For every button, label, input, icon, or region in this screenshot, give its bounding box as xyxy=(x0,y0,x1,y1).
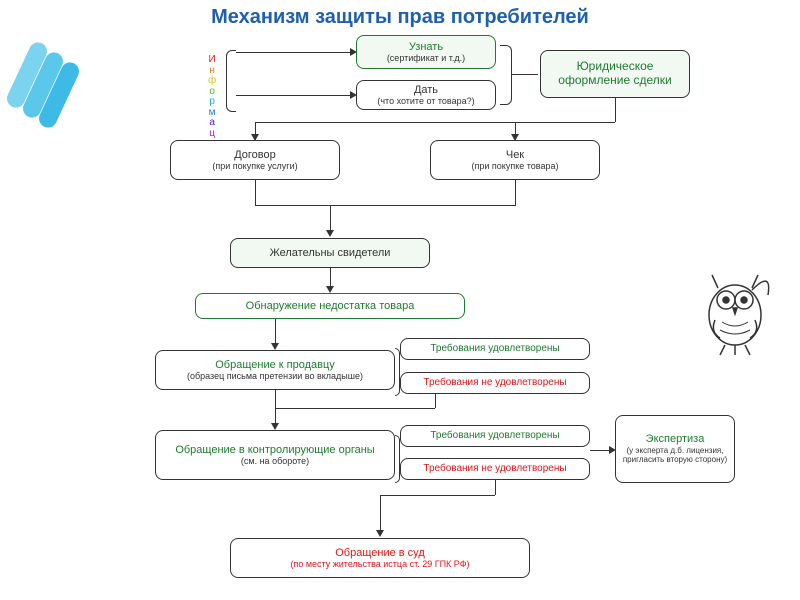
label: Чек xyxy=(506,149,524,162)
node-learn: Узнать(сертификат и т.д.) xyxy=(356,35,496,69)
label: Узнать xyxy=(409,41,443,54)
sublabel: (сертификат и т.д.) xyxy=(387,53,465,63)
connector xyxy=(380,495,495,496)
label: Договор xyxy=(234,149,276,162)
connector xyxy=(515,180,516,205)
connector xyxy=(275,408,435,409)
node-legal: Юридическое оформление сделки xyxy=(540,50,690,98)
arrow-icon xyxy=(326,230,334,237)
label: Требования удовлетворены xyxy=(430,430,559,442)
node-ok1: Требования удовлетворены xyxy=(400,338,590,360)
bracket-control xyxy=(395,435,400,483)
node-court: Обращение в суд(по месту жительства истц… xyxy=(230,538,530,578)
owl-illustration xyxy=(690,250,780,360)
connector xyxy=(512,74,538,75)
page-title: Механизм защиты прав потребителей xyxy=(0,6,800,29)
sublabel: (по месту жительства истца ст. 29 ГПК РФ… xyxy=(290,559,469,569)
arrow-icon xyxy=(326,286,334,293)
arrow-icon xyxy=(511,134,519,141)
arrow-icon xyxy=(376,530,384,537)
connector xyxy=(380,495,381,535)
node-witness: Желательны свидетели xyxy=(230,238,430,268)
connector xyxy=(615,98,616,122)
label: Требования удовлетворены xyxy=(430,343,559,355)
node-defect: Обнаружение недостатка товара xyxy=(195,293,465,319)
node-no1: Требования не удовлетворены xyxy=(400,372,590,394)
connector xyxy=(236,52,354,53)
connector xyxy=(255,180,256,205)
node-receipt: Чек(при покупке товара) xyxy=(430,140,600,180)
node-give: Дать(что хотите от товара?) xyxy=(356,80,496,110)
node-contract: Договор(при покупке услуги) xyxy=(170,140,340,180)
sublabel: (что хотите от товара?) xyxy=(377,96,474,106)
label: Дать xyxy=(414,84,438,97)
node-no2: Требования не удовлетворены xyxy=(400,458,590,480)
bracket-info-left xyxy=(226,50,236,112)
sublabel: (образец письма претензии во вкладыше) xyxy=(187,371,363,381)
connector xyxy=(495,480,496,495)
arrow-icon xyxy=(251,134,259,141)
label: Желательны свидетели xyxy=(270,247,391,260)
label: Обращение в суд xyxy=(335,547,424,560)
arrow-icon xyxy=(350,48,357,56)
node-control: Обращение в контролирующие органы(см. на… xyxy=(155,430,395,480)
connector xyxy=(236,95,354,96)
connector xyxy=(255,122,615,123)
label: Требования не удовлетворены xyxy=(423,377,566,389)
arrow-icon xyxy=(271,343,279,350)
node-ok2: Требования удовлетворены xyxy=(400,425,590,447)
label: Юридическое оформление сделки xyxy=(547,60,683,88)
label: Обращение к продавцу xyxy=(215,359,335,372)
arrow-icon xyxy=(271,423,279,430)
arrow-icon xyxy=(350,91,357,99)
label: Требования не удовлетворены xyxy=(423,463,566,475)
title-text: Механизм защиты прав потребителей xyxy=(211,6,589,28)
decor-pills xyxy=(18,40,78,140)
label: Обнаружение недостатка товара xyxy=(246,300,415,313)
connector xyxy=(255,205,516,206)
sublabel: (при покупке товара) xyxy=(472,161,559,171)
node-seller: Обращение к продавцу(образец письма прет… xyxy=(155,350,395,390)
label: Экспертиза xyxy=(646,433,705,446)
bracket-legal xyxy=(500,45,512,105)
node-expert: Экспертиза(у эксперта д.б. лицензия, при… xyxy=(615,415,735,483)
arrow-icon xyxy=(609,446,616,454)
sublabel: (при покупке услуги) xyxy=(212,161,297,171)
sublabel: (см. на обороте) xyxy=(241,456,309,466)
connector xyxy=(435,394,436,408)
sublabel: (у эксперта д.б. лицензия, пригласить вт… xyxy=(622,446,728,464)
label: Обращение в контролирующие органы xyxy=(175,444,374,457)
bracket-seller xyxy=(395,348,400,396)
